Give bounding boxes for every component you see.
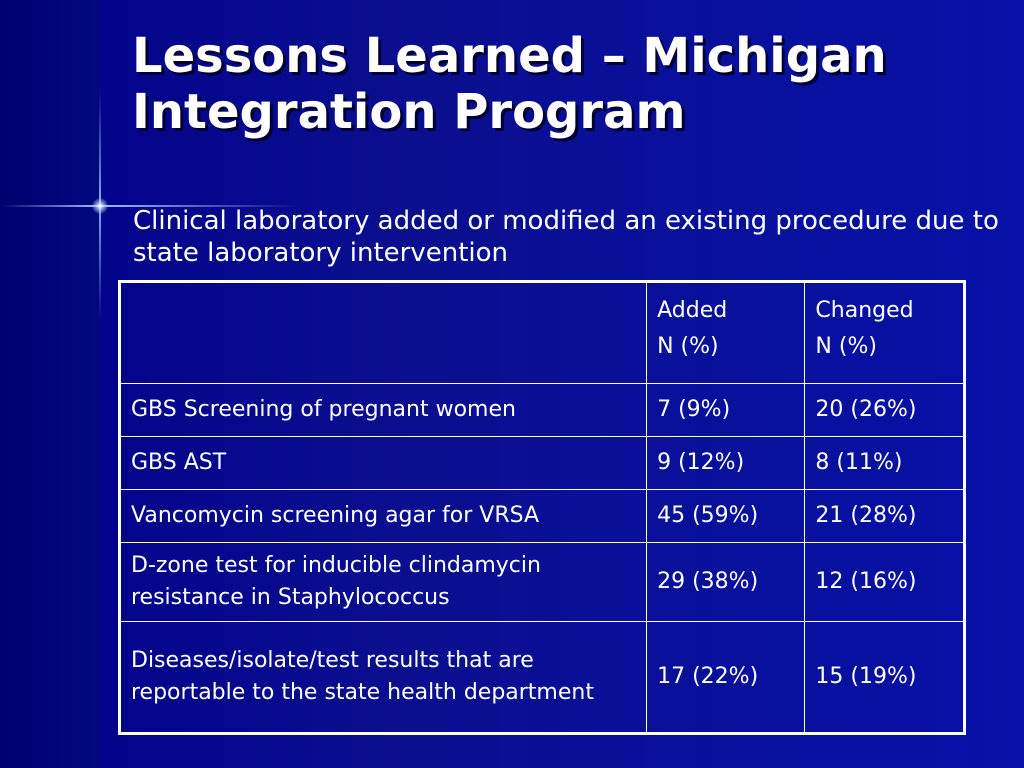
- table-row: GBS AST 9 (12%) 8 (11%): [118, 436, 965, 490]
- table-header-row: Added N (%) Changed N (%): [118, 281, 965, 384]
- results-table: Added N (%) Changed N (%) GBS Screening …: [118, 280, 966, 735]
- header-changed-cell: Changed N (%): [804, 281, 965, 384]
- header-changed-unit: N (%): [815, 334, 877, 359]
- procedure-cell: GBS AST: [118, 436, 648, 490]
- added-cell: 45 (59%): [646, 489, 806, 543]
- procedure-cell: D-zone test for inducible clindamycin re…: [118, 542, 648, 622]
- added-cell: 9 (12%): [646, 436, 806, 490]
- procedure-cell: Diseases/isolate/test results that are r…: [118, 621, 648, 734]
- slide-subtitle: Clinical laboratory added or modified an…: [133, 205, 1023, 269]
- header-procedure-cell: [118, 281, 648, 384]
- added-cell: 29 (38%): [646, 542, 806, 622]
- slide-title: Lessons Learned – Michigan Integration P…: [132, 28, 887, 140]
- changed-cell: 21 (28%): [804, 489, 965, 543]
- table-row: Vancomycin screening agar for VRSA 45 (5…: [118, 489, 965, 543]
- sparkle-horizontal-ray: [0, 205, 300, 207]
- changed-cell: 20 (26%): [804, 383, 965, 437]
- header-added-unit: N (%): [657, 334, 719, 359]
- sparkle-star-icon: [92, 198, 108, 214]
- header-added-label: Added: [657, 298, 728, 323]
- changed-cell: 15 (19%): [804, 621, 965, 734]
- subtitle-text: Clinical laboratory added or modified an…: [133, 206, 999, 268]
- header-added-cell: Added N (%): [646, 281, 806, 384]
- table-row: GBS Screening of pregnant women 7 (9%) 2…: [118, 383, 965, 437]
- changed-cell: 12 (16%): [804, 542, 965, 622]
- procedure-cell: GBS Screening of pregnant women: [118, 383, 648, 437]
- table-row: D-zone test for inducible clindamycin re…: [118, 542, 965, 622]
- results-table-container: Added N (%) Changed N (%) GBS Screening …: [118, 280, 966, 735]
- table-row: Diseases/isolate/test results that are r…: [118, 621, 965, 734]
- added-cell: 17 (22%): [646, 621, 806, 734]
- left-decorative-band: [0, 0, 100, 768]
- changed-cell: 8 (11%): [804, 436, 965, 490]
- procedure-cell: Vancomycin screening agar for VRSA: [118, 489, 648, 543]
- header-changed-label: Changed: [815, 298, 914, 323]
- added-cell: 7 (9%): [646, 383, 806, 437]
